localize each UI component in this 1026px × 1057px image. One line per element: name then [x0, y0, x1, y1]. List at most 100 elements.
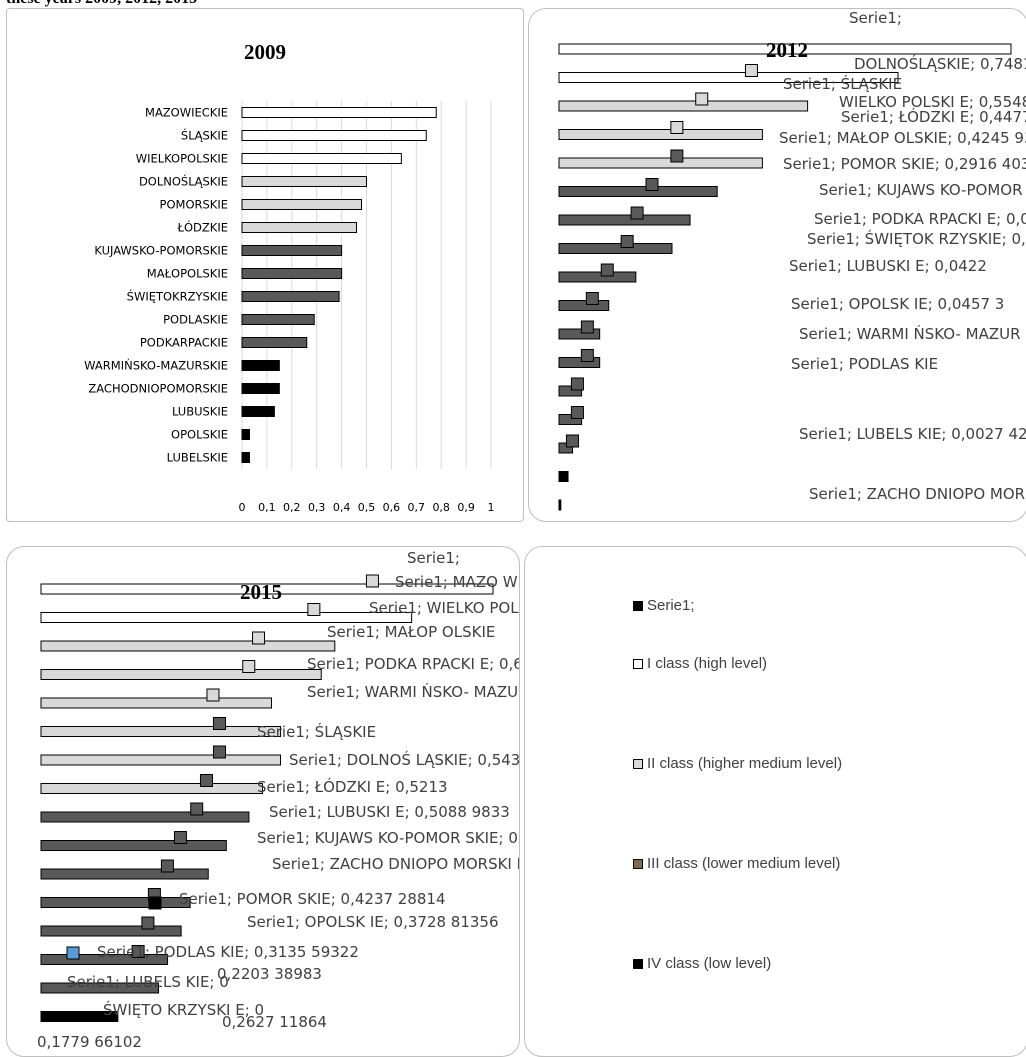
chart-2015-bar: [40, 868, 209, 880]
legend-header: Serie1;: [633, 597, 695, 614]
chart-2012-marker: [580, 349, 594, 362]
chart-2015-marker: [141, 916, 155, 930]
chart-2009-bar: [241, 291, 340, 302]
chart-2015-data-label: Serie1; LUBUSKI E; 0,5088 9833: [269, 803, 510, 821]
chart-2012-marker: [744, 64, 758, 77]
chart-2012-marker: [645, 178, 659, 191]
chart-2015-marker: [212, 745, 226, 759]
chart-2009-bar: [241, 130, 427, 141]
chart-2012-bar: [558, 300, 610, 311]
legend-label-class-4: IV class (low level): [647, 955, 772, 972]
chart-2012-bar: [558, 385, 583, 397]
chart-2015-bar: [40, 1011, 119, 1022]
chart-2012-data-label: Serie1; KUJAWS KO-POMOR SKIE; 0,1742 56: [819, 181, 1026, 199]
chart-2012-marker: [580, 320, 594, 334]
chart-2009-xtick: 0,3: [308, 501, 326, 514]
chart-2015-marker: [242, 660, 256, 673]
chart-2015-marker: [173, 831, 187, 844]
chart-2012-bar: [558, 43, 1012, 55]
chart-2012-bar: [558, 157, 763, 169]
chart-2009-bar: [241, 429, 250, 440]
chart-2012-data-label: Serie1; ŁÓDZKI E; 0,4477 25515: [841, 107, 1026, 126]
chart-2009-xtick: 0,1: [258, 501, 276, 514]
chart-2009-category-label: PODLASKIE: [163, 313, 228, 327]
legend-swatch-class-4: [633, 958, 643, 969]
chart-2009-category-label: MAŁOPOLSKIE: [147, 267, 228, 281]
legend-item-class-1: I class (high level): [633, 655, 767, 672]
chart-2015-data-label: Serie1; LUBELS KIE; 0: [67, 973, 229, 991]
chart-2015-marker: [199, 774, 213, 787]
chart-2015-bar: [40, 640, 336, 652]
chart-2009-category-label: PODKARPACKIE: [140, 336, 228, 350]
chart-2015-bar: [40, 583, 494, 595]
chart-2015-bar: [40, 754, 282, 766]
chart-2015-data-label: Serie1; DOLNOŚ LĄSKIE; 0,5433 27797: [289, 750, 519, 769]
chart-2015-data-label: 0,2627 11864: [222, 1013, 327, 1031]
chart-2015-data-label: Serie1; ŁÓDZKI E; 0,5213: [257, 777, 448, 796]
chart-2009-title: 2009: [244, 40, 286, 64]
chart-2012-bar: [558, 442, 574, 454]
chart-2012-marker: [570, 406, 584, 419]
chart-2012-bar: [558, 72, 899, 83]
chart-2015-pomorskie-marker: [148, 896, 162, 910]
chart-2009-category-label: KUJAWSKO-POMORSKIE: [94, 244, 228, 258]
chart-2009-category-label: LUBELSKIE: [167, 451, 228, 465]
legend-item-class-3: III class (lower medium level): [633, 855, 840, 872]
chart-2015-bar: [40, 840, 227, 851]
chart-2009-svg: 2009 0 0,1 0,2 0,3 0,4 0,5 0,6 0,7 0,8 0,9 1 MAZOWIE…: [84, 40, 495, 514]
chart-2009-xtick: 1: [488, 501, 495, 514]
chart-2009-category-label: WARMIŃSKO-MAZURSKIE: [84, 358, 228, 373]
chart-2012-title: 2012: [766, 38, 808, 62]
chart-2009-bar: [241, 268, 343, 279]
legend-label-class-3: III class (lower medium level): [647, 855, 841, 872]
chart-2009-bar: [241, 107, 437, 118]
chart-2012-bar: [558, 328, 601, 340]
chart-2012-marker: [670, 121, 684, 134]
chart-2015-data-label: Serie1; ŚLĄSKIE: [257, 722, 376, 741]
chart-2012-marker: [585, 292, 599, 305]
legend-item-class-2: II class (higher medium level): [633, 755, 842, 772]
chart-2009-category-label: LUBUSKIE: [172, 405, 228, 419]
chart-2015-bar: [40, 697, 273, 709]
chart-2012-bar: [558, 471, 569, 482]
chart-2015-data-label: Serie1; MAZO WIECKI E: [395, 573, 519, 591]
chart-2012-data-label: Serie1; OPOLSK IE; 0,0457 3: [791, 295, 1004, 313]
chart-2015-data-label: ŚWIĘTO KRZYSKI E; 0: [103, 1000, 264, 1019]
chart-2009-bar: [241, 406, 275, 417]
chart-2009-xtick: 0,4: [333, 501, 351, 514]
legend-swatch-class-1: [633, 658, 643, 669]
chart-2012-data-label: Serie1; LUBELS KIE; 0,0027 42038: [799, 425, 1026, 443]
chart-2009-bar: [241, 452, 250, 463]
chart-2015-bar: [40, 811, 250, 823]
chart-2009-bar: [241, 176, 367, 187]
chart-2012-bar: [558, 214, 691, 226]
chart-2009-category-label: WIELKOPOLSKIE: [136, 152, 228, 166]
chart-2009-xtick: 0,6: [383, 501, 401, 514]
chart-2009-category-label: ŁÓDZKIE: [177, 220, 228, 235]
chart-2009-bar: [241, 153, 402, 164]
legend-label-class-1: I class (high level): [647, 655, 768, 672]
chart-2012-data-label: Serie1; PODLAS KIE: [791, 355, 938, 373]
chart-2012-bar: [558, 271, 637, 283]
chart-2015-marker: [252, 631, 266, 645]
chart-2009-bar: [241, 314, 315, 325]
legend-item-class-4: IV class (low level): [633, 955, 771, 972]
chart-2009-xtick: 0,7: [408, 501, 426, 514]
chart-2012-bar: [558, 129, 763, 140]
chart-2012-marker: [565, 434, 579, 448]
chart-2012-data-label: DOLNOŚLĄSKIE; 0,7481 54398: [854, 54, 1026, 73]
chart-2012-bar: [558, 499, 562, 511]
chart-2015-lubelskie-marker: [66, 946, 80, 960]
chart-2015-marker: [365, 574, 379, 588]
chart-2015-data-label: Serie1; KUJAWS KO-POMOR SKIE; 0,5 28305: [257, 829, 519, 847]
chart-2012-marker: [695, 92, 709, 106]
chart-2012-data-label: Serie1; ZACHO DNIOPO MORSKI E; 0,0007 59…: [809, 485, 1026, 503]
chart-2015-svg: 2015 Serie1; Serie1; MAZO WIECKI E Serie1; …: [37, 549, 519, 1051]
chart-2015-data-label: Serie1; ZACHO DNIOPO MORSKI E; 0,4661 01…: [272, 855, 519, 873]
chart-2015-bar: [40, 669, 322, 680]
chart-2009-xtick: 0,9: [457, 501, 475, 514]
chart-2015-panel: 2015 Serie1; Serie1; MAZO WIECKI E Serie1; …: [6, 546, 520, 1057]
